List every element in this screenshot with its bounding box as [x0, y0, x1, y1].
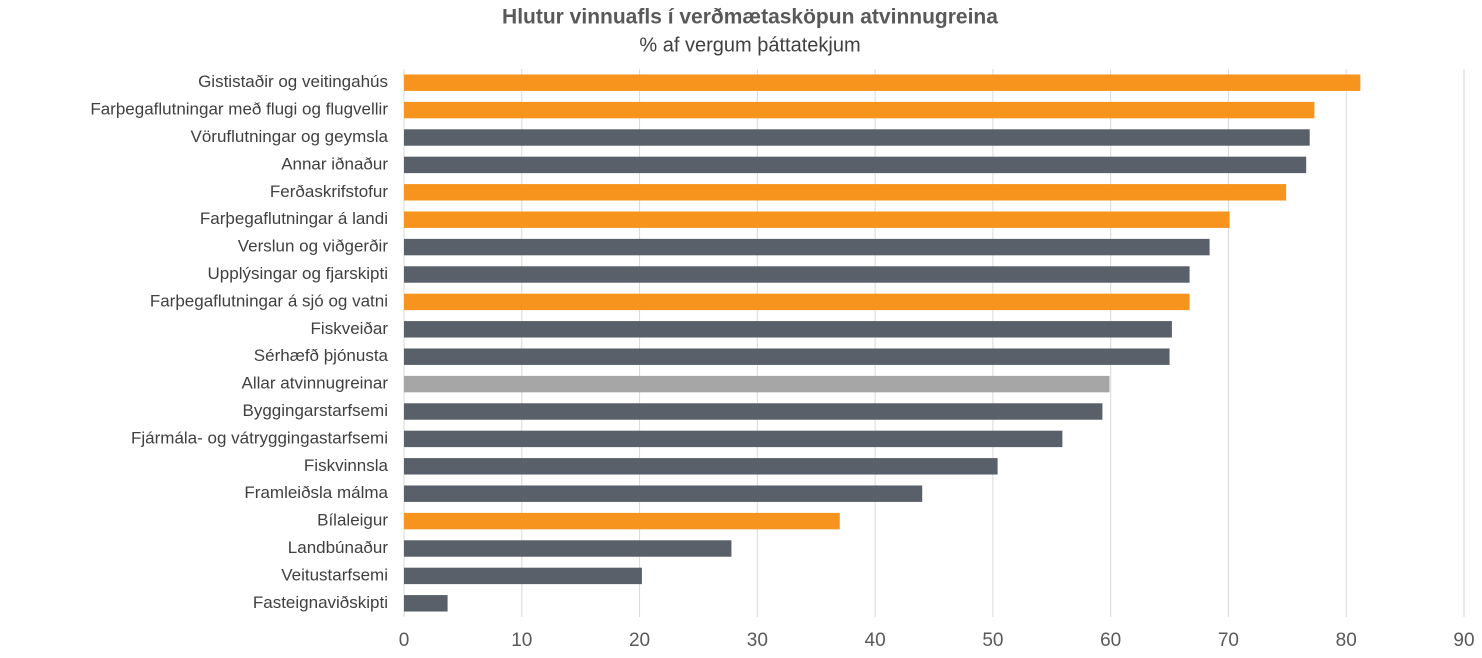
bar — [404, 238, 1210, 256]
chart-subtitle: % af vergum þáttatekjum — [639, 34, 860, 56]
chart-title: Hlutur vinnuafls í verðmætasköpun atvinn… — [502, 6, 998, 29]
x-tick-label: 10 — [511, 630, 532, 651]
y-tick-label: Fjármála- og vátryggingastarfsemi — [131, 428, 388, 447]
bar — [404, 430, 1063, 448]
y-tick-label: Landbúnaður — [288, 538, 389, 557]
bar — [404, 512, 840, 530]
y-tick-label: Fasteignaviðskipti — [253, 593, 388, 612]
y-tick-label: Ferðaskrifstofur — [270, 182, 388, 201]
bar — [404, 293, 1190, 311]
y-tick-label: Annar iðnaður — [281, 154, 388, 173]
x-tick-label: 60 — [1100, 630, 1121, 651]
y-tick-label: Bílaleigur — [317, 511, 388, 530]
bar — [404, 540, 732, 557]
x-tick-label: 0 — [399, 630, 410, 651]
x-tick-label: 50 — [982, 630, 1003, 651]
y-tick-label: Fiskveiðar — [311, 319, 389, 338]
x-tick-label: 20 — [629, 630, 650, 651]
x-tick-label: 40 — [865, 630, 886, 651]
bar — [404, 211, 1230, 228]
x-tick-label: 70 — [1218, 630, 1239, 651]
y-tick-label: Allar atvinnugreinar — [242, 374, 389, 393]
y-tick-label: Farþegaflutningar á landi — [200, 209, 388, 228]
y-tick-label: Framleiðsla málma — [244, 483, 388, 502]
y-tick-label: Sérhæfð þjónusta — [254, 346, 389, 365]
bar — [404, 567, 642, 585]
bar — [404, 403, 1103, 420]
y-tick-label: Gististaðir og veitingahús — [198, 72, 388, 91]
y-tick-label: Upplýsingar og fjarskipti — [208, 264, 388, 283]
bar — [404, 321, 1172, 338]
y-tick-label: Verslun og viðgerðir — [238, 237, 389, 256]
bar — [404, 595, 448, 612]
y-tick-label: Byggingarstarfsemi — [242, 401, 388, 420]
y-tick-label: Farþegaflutningar á sjó og vatni — [150, 291, 388, 310]
bar — [404, 266, 1190, 283]
x-tick-label: 80 — [1336, 630, 1357, 651]
bar — [404, 485, 923, 502]
bar — [404, 74, 1361, 91]
bar — [404, 184, 1287, 201]
bar — [404, 375, 1110, 393]
y-tick-label: Veitustarfsemi — [281, 565, 388, 584]
y-tick-label: Vöruflutningar og geymsla — [190, 127, 388, 146]
y-tick-label: Fiskvinnsla — [304, 456, 389, 475]
bar — [404, 101, 1315, 119]
bar — [404, 458, 998, 475]
bar — [404, 156, 1307, 174]
x-tick-label: 90 — [1453, 630, 1474, 651]
x-tick-label: 30 — [747, 630, 768, 651]
y-tick-label: Farþegaflutningar með flugi og flugvelli… — [90, 100, 388, 119]
bar — [404, 129, 1310, 146]
bar — [404, 348, 1170, 365]
